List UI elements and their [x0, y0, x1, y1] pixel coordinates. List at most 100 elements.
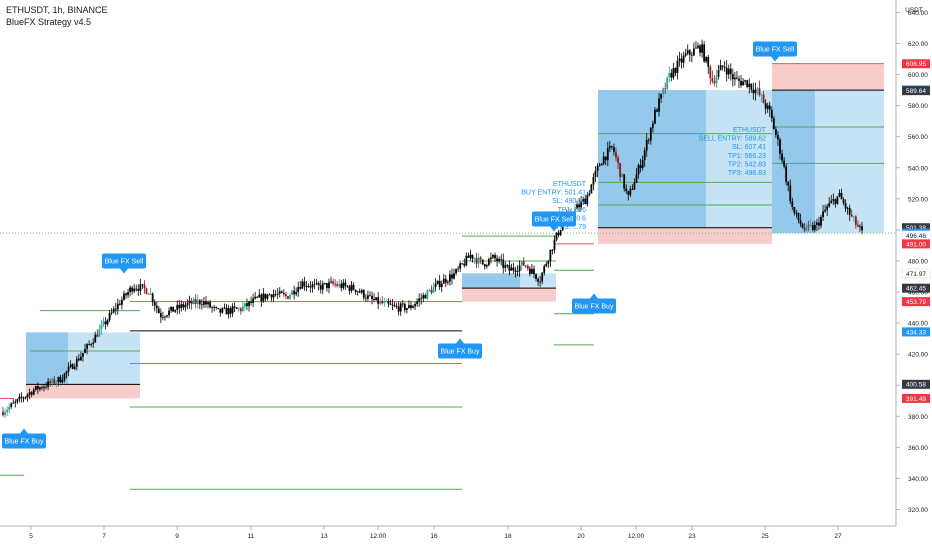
candle	[547, 261, 550, 264]
candle	[688, 50, 691, 55]
x-tick-label: 7	[102, 533, 106, 540]
candle	[469, 254, 472, 258]
x-tick-label: 9	[175, 533, 179, 540]
candle	[742, 81, 744, 86]
candle	[723, 66, 726, 68]
candle	[430, 289, 433, 293]
y-tick-label: 560.00	[908, 134, 928, 141]
candle	[840, 192, 843, 200]
candle	[485, 265, 488, 267]
candle	[45, 386, 47, 388]
candle	[643, 150, 646, 161]
candle	[65, 371, 68, 374]
candle	[756, 88, 759, 90]
candle	[235, 307, 238, 309]
signals: Blue FX Buy Blue FX Sell Blue FX Buy Blue F…	[2, 41, 797, 449]
candle	[487, 259, 490, 266]
candle	[375, 297, 378, 301]
candle	[736, 77, 738, 79]
candle	[453, 273, 455, 279]
candle	[600, 163, 603, 166]
candle	[196, 300, 199, 305]
candle	[362, 290, 365, 298]
y-tick-label: 540.00	[908, 165, 928, 172]
candle	[90, 343, 93, 345]
candle	[63, 373, 66, 380]
x-tick-label: 13	[320, 533, 328, 540]
candle	[629, 188, 632, 195]
candle	[418, 298, 421, 302]
candle	[51, 379, 54, 384]
candle	[30, 392, 33, 395]
candle	[727, 68, 730, 75]
price-tag-bg	[902, 283, 930, 293]
candle	[662, 88, 665, 95]
candle	[73, 366, 76, 369]
candle	[303, 281, 306, 287]
candle	[55, 381, 58, 384]
candle	[61, 379, 64, 383]
candle	[289, 294, 291, 299]
candle	[149, 293, 152, 295]
candle	[334, 283, 337, 285]
candle	[80, 356, 82, 361]
candle	[371, 295, 373, 300]
candle	[738, 78, 740, 81]
candle	[416, 301, 419, 305]
candle	[559, 230, 562, 236]
candle	[344, 282, 347, 286]
signal-label: Blue FX Buy	[575, 304, 614, 311]
candle	[12, 402, 15, 404]
candle	[295, 292, 298, 295]
candle	[47, 381, 50, 387]
candle	[75, 358, 78, 367]
y-tick-label: 320.00	[908, 507, 928, 514]
candle	[494, 255, 496, 259]
candle	[512, 267, 515, 271]
candle	[108, 313, 111, 321]
buy-info-line: SL: 490.31	[552, 198, 586, 205]
candle	[285, 294, 287, 297]
candle	[282, 293, 285, 295]
trade-zone	[598, 90, 706, 228]
candle	[641, 160, 644, 169]
candle	[350, 284, 353, 291]
candle	[174, 309, 177, 312]
candle	[278, 291, 281, 294]
candle	[725, 67, 728, 75]
candle	[588, 193, 591, 196]
candle	[147, 293, 150, 295]
candle	[215, 306, 218, 308]
candle	[721, 65, 724, 67]
y-tick-label: 620.00	[908, 41, 928, 48]
candle	[260, 294, 263, 302]
y-tick-label: 340.00	[908, 476, 928, 483]
candle	[608, 146, 611, 149]
candle	[785, 166, 788, 182]
candle	[705, 57, 708, 62]
candle	[815, 222, 818, 225]
candle	[602, 156, 605, 164]
candle	[666, 77, 669, 89]
candle	[422, 295, 425, 299]
candle	[807, 224, 810, 226]
candle	[266, 294, 269, 299]
candle	[791, 201, 794, 208]
candle	[555, 232, 558, 240]
candle	[225, 307, 228, 315]
candle	[701, 44, 703, 53]
candle	[246, 303, 248, 307]
candle	[586, 195, 589, 205]
candle	[272, 294, 275, 298]
candle	[358, 291, 361, 293]
candle	[405, 308, 408, 311]
candle	[770, 109, 773, 119]
candle	[159, 313, 162, 318]
signal-buy: Blue FX Buy	[2, 428, 46, 449]
candle	[729, 68, 732, 75]
candle	[311, 284, 314, 288]
x-tick-label: 12:00	[370, 533, 387, 540]
y-tick-label: 440.00	[908, 321, 928, 328]
candle	[779, 139, 781, 154]
